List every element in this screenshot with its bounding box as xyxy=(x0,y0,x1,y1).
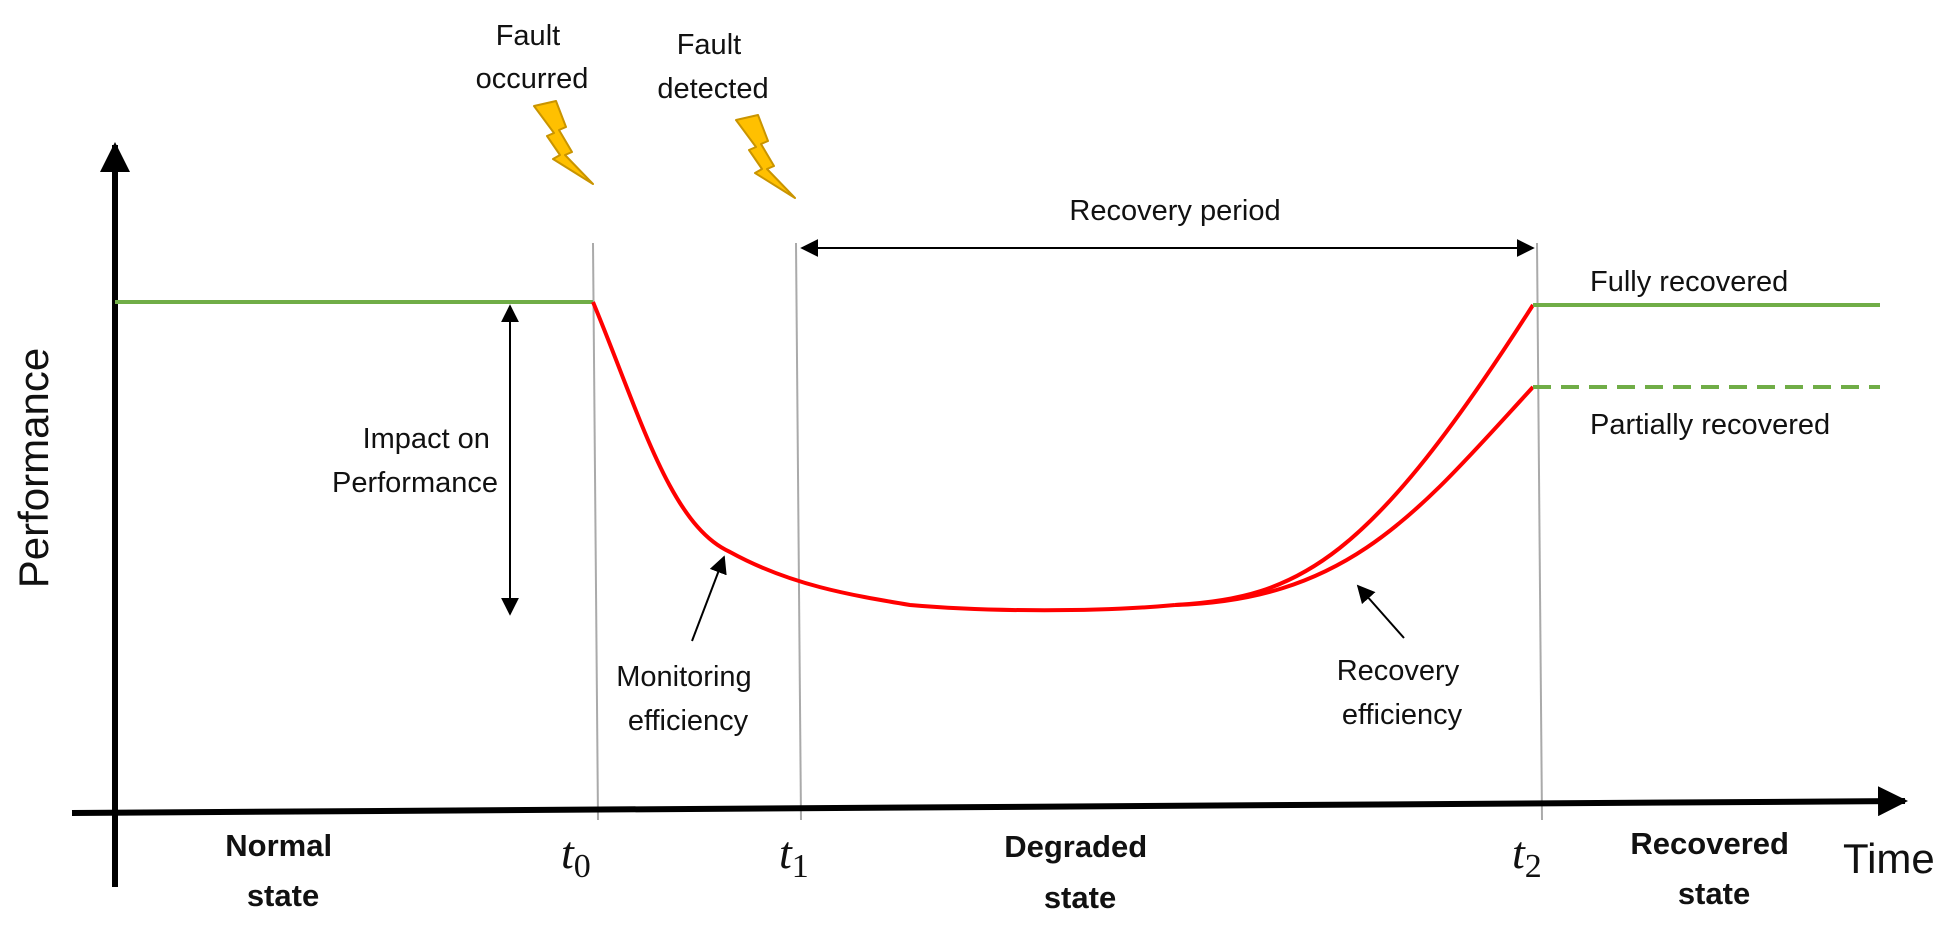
x-axis xyxy=(71,786,1908,817)
partially-recovered-label: Partially recovered xyxy=(1590,409,1830,441)
full-recovery-curve xyxy=(1174,303,1535,607)
impact-on-performance-label: Impact on Performance xyxy=(332,423,498,499)
t1-label: t1 xyxy=(779,827,809,885)
fully-recovered-label: Fully recovered xyxy=(1590,266,1788,298)
t0-marker-line xyxy=(592,242,599,821)
normal-state-label: Normal state xyxy=(225,828,340,913)
recovery-efficiency-arrow xyxy=(1356,584,1405,639)
t2-label: t2 xyxy=(1512,827,1542,885)
lightning-bolt-icon xyxy=(533,100,594,185)
degradation-curve xyxy=(591,301,1176,613)
t2-marker-line xyxy=(1536,242,1543,821)
recovered-state-label: Recovered state xyxy=(1630,826,1797,911)
y-axis-label: Performance xyxy=(10,348,57,588)
fault-occurred-label: Fault occurred xyxy=(476,20,589,95)
t0-label: t0 xyxy=(561,827,591,885)
t1-marker-line xyxy=(795,242,802,821)
partial-recovery-curve xyxy=(1174,385,1535,607)
lightning-bolt-icon xyxy=(735,114,796,199)
monitoring-efficiency-label: Monitoring efficiency xyxy=(616,661,759,737)
fault-detected-label: Fault detected xyxy=(657,29,768,105)
recovery-period-label: Recovery period xyxy=(1069,195,1280,227)
degraded-state-label: Degraded state xyxy=(1004,829,1156,915)
x-axis-label: Time xyxy=(1843,835,1935,882)
monitoring-efficiency-arrow xyxy=(691,555,727,642)
recovery-efficiency-label: Recovery efficiency xyxy=(1337,655,1468,731)
